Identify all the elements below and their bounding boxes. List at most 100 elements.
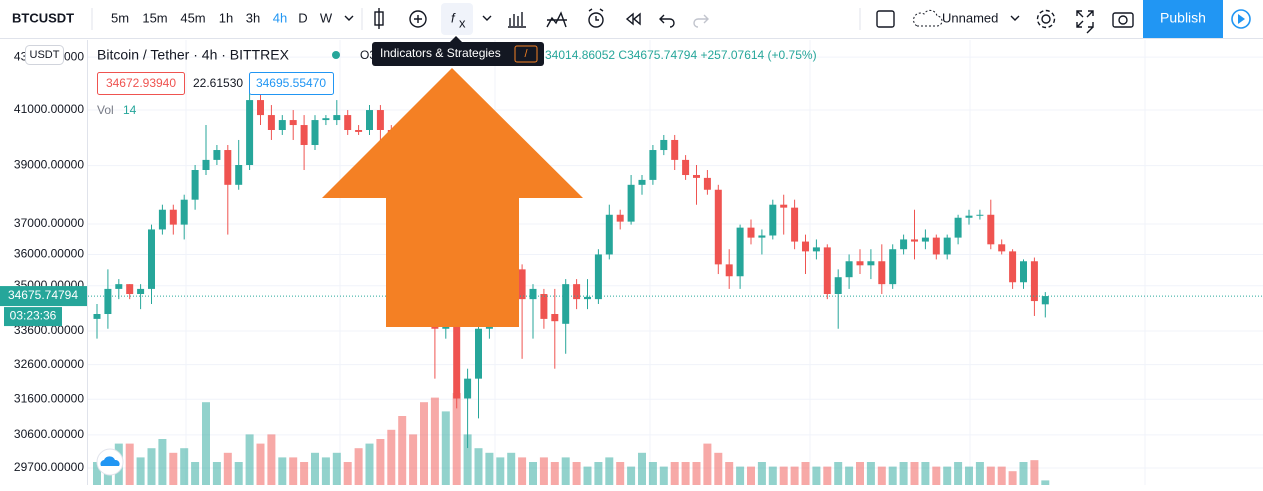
legend-title: Bitcoin / Tether · 4h · BITTREX xyxy=(97,47,290,63)
overlay: 34675.74794 03:23:36 USDT xyxy=(0,45,87,327)
candle-body xyxy=(758,235,766,238)
layout-menu[interactable] xyxy=(1010,15,1020,21)
snapshot-button[interactable] xyxy=(1112,12,1134,28)
volume-bar xyxy=(1041,480,1050,485)
publish-button[interactable] xyxy=(1143,0,1223,38)
symbol[interactable]: BTCUSDT xyxy=(12,10,74,25)
volume-bar xyxy=(125,443,134,485)
bid: 34672.93940 xyxy=(106,76,176,90)
candle-body xyxy=(300,125,308,145)
candle-body xyxy=(638,179,646,185)
volume-bar xyxy=(474,448,483,485)
undo-button[interactable] xyxy=(659,14,675,28)
play-button[interactable] xyxy=(1231,9,1251,29)
volume-bar xyxy=(975,462,984,485)
volume-bar xyxy=(823,466,832,485)
countdown-tag xyxy=(4,307,62,327)
templates-button[interactable] xyxy=(546,11,567,28)
interval[interactable]: 5m xyxy=(111,10,129,25)
interval-menu[interactable] xyxy=(344,15,354,21)
candle-body xyxy=(1009,251,1017,283)
volume-bar xyxy=(790,466,799,485)
interval[interactable]: 1h xyxy=(219,10,233,25)
volume-bar xyxy=(877,466,886,485)
financials-button[interactable] xyxy=(508,12,526,28)
candle-body xyxy=(1041,296,1049,305)
volume-bar xyxy=(169,452,178,485)
alert-button[interactable] xyxy=(588,8,604,28)
volume-bar xyxy=(779,466,788,485)
candle-body xyxy=(845,261,853,278)
volume-bar xyxy=(681,462,690,485)
y-tick-label: 39000.00000 xyxy=(14,158,84,172)
candle-body xyxy=(551,314,559,322)
volume-bar xyxy=(943,466,952,485)
candle-body xyxy=(267,115,275,130)
redo-button[interactable] xyxy=(693,14,709,28)
candle-body xyxy=(954,217,962,238)
candle-body xyxy=(93,314,101,319)
volume-bar xyxy=(856,462,864,485)
interval[interactable]: W xyxy=(320,10,333,25)
volume-bar xyxy=(311,452,319,485)
volume-bar xyxy=(659,466,668,485)
volume-bar xyxy=(812,466,821,485)
volume-bar xyxy=(747,466,755,485)
candle-body xyxy=(518,269,526,300)
volume-bar xyxy=(212,462,221,485)
candle-body xyxy=(584,296,591,300)
candle-body xyxy=(921,237,929,242)
replay-button[interactable] xyxy=(625,12,641,26)
volume-bar xyxy=(376,439,385,485)
volume-bar xyxy=(441,411,450,485)
candle-body xyxy=(856,261,864,266)
indicators-menu[interactable] xyxy=(482,15,492,21)
volume-bar xyxy=(463,434,472,485)
candle-body xyxy=(344,115,352,130)
volume-bar xyxy=(300,462,309,485)
settings-button[interactable] xyxy=(1036,9,1056,29)
volume-bar xyxy=(507,452,516,485)
candle-body xyxy=(703,177,711,190)
volume-bar xyxy=(801,462,810,485)
interval[interactable]: 4h xyxy=(273,10,287,25)
volume-bar xyxy=(550,462,559,485)
chart-type-button[interactable] xyxy=(374,8,384,29)
candle-body xyxy=(682,159,690,176)
layout-button[interactable] xyxy=(876,10,895,28)
toolbar xyxy=(0,0,1263,38)
price-tag-label: 34675.74794 xyxy=(8,288,78,302)
y-tick-label: 36000.00000 xyxy=(14,247,84,261)
spread: 22.61530 xyxy=(193,76,243,90)
candle-body xyxy=(802,241,809,252)
tooltip xyxy=(372,42,544,66)
candle-body xyxy=(289,120,297,126)
interval[interactable]: 15m xyxy=(142,10,167,25)
fullscreen-button[interactable] xyxy=(1076,10,1094,34)
volume-bar xyxy=(670,462,679,485)
interval[interactable]: 45m xyxy=(180,10,205,25)
candle-body xyxy=(889,249,897,285)
volume-bar xyxy=(1019,462,1028,485)
volume-bar xyxy=(997,466,1006,485)
volume-label: Vol xyxy=(97,103,114,117)
candle-body xyxy=(660,139,668,151)
unit-label: USDT xyxy=(30,49,60,61)
play-icon xyxy=(1238,14,1245,24)
volume-bar xyxy=(888,466,897,485)
compare-button[interactable] xyxy=(409,10,427,28)
y-tick-label: 33600.00000 xyxy=(14,323,84,337)
candle-body xyxy=(246,100,254,166)
candle-body xyxy=(791,207,799,242)
interval[interactable]: D xyxy=(298,10,307,25)
volume-bar xyxy=(234,462,243,485)
interval[interactable]: 3h xyxy=(246,10,260,25)
volume-bar xyxy=(572,462,581,485)
volume-bar xyxy=(485,452,494,485)
indicators-button[interactable] xyxy=(441,3,473,35)
volume-bar xyxy=(278,457,287,485)
layout-name[interactable]: Unnamed xyxy=(942,10,998,25)
y-tick-label: 41000.00000 xyxy=(14,102,84,116)
candle-body xyxy=(1030,261,1038,302)
